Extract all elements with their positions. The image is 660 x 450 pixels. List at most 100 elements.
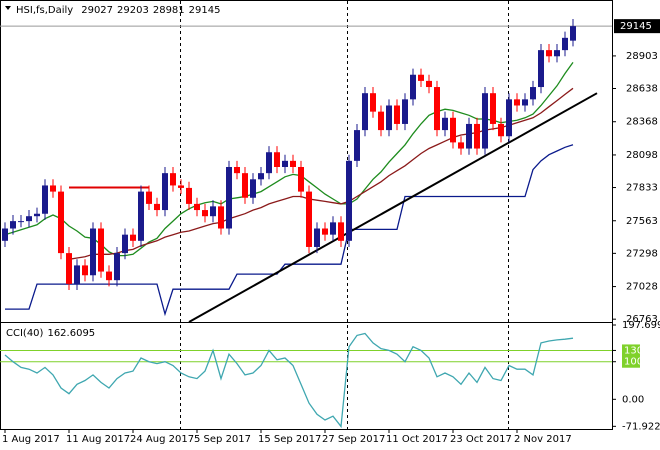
candle-body bbox=[162, 173, 168, 211]
candle-body bbox=[394, 105, 400, 124]
candle-body bbox=[122, 234, 128, 254]
x-tick-label: 15 Sep 2017 bbox=[258, 434, 321, 445]
cci-header: CCI(40) 162.6095 bbox=[6, 328, 95, 339]
cci-line bbox=[4, 332, 574, 429]
x-tick-label: 11 Oct 2017 bbox=[386, 434, 448, 445]
y-tick-label: 26763 bbox=[626, 314, 658, 325]
candle-body bbox=[458, 142, 464, 149]
candle-body bbox=[554, 50, 560, 57]
candle-body bbox=[346, 160, 352, 241]
candle-body bbox=[242, 173, 248, 198]
candle-body bbox=[522, 99, 528, 106]
candle-body bbox=[370, 93, 376, 112]
candle-body bbox=[330, 222, 336, 235]
candle-body bbox=[98, 228, 104, 272]
x-tick-label: 27 Sep 2017 bbox=[322, 434, 385, 445]
indicator-line bbox=[5, 144, 574, 317]
candle-body bbox=[50, 185, 56, 192]
y-tick-label: 28638 bbox=[626, 84, 658, 95]
candle-body bbox=[114, 253, 120, 281]
candle-body bbox=[74, 265, 80, 284]
symbol: HSI,fs,Daily bbox=[16, 5, 73, 16]
x-tick-label: 24 Aug 2017 bbox=[130, 434, 194, 445]
y-tick-label: 27833 bbox=[626, 183, 658, 194]
candle-body bbox=[570, 26, 576, 41]
candle-body bbox=[58, 191, 64, 254]
candle-body bbox=[466, 123, 472, 149]
candle-body bbox=[66, 253, 72, 284]
chart-header: HSI,fs,Daily 29027 29203 28981 29145 bbox=[16, 5, 220, 16]
x-tick-label: 11 Aug 2017 bbox=[66, 434, 130, 445]
candle-body bbox=[90, 228, 96, 276]
candle-body bbox=[250, 179, 256, 198]
candle-body bbox=[266, 152, 272, 174]
menu-arrow[interactable] bbox=[5, 6, 11, 10]
candle-body bbox=[490, 93, 496, 124]
candle-body bbox=[474, 123, 480, 149]
x-tick-label: 2 Nov 2017 bbox=[514, 434, 572, 445]
y-tick-label: 100 bbox=[624, 357, 643, 368]
candle-body bbox=[298, 166, 304, 192]
candle-body bbox=[514, 99, 520, 106]
y-tick-label: 27298 bbox=[626, 248, 658, 259]
candle-body bbox=[530, 87, 536, 100]
candle-body bbox=[562, 37, 568, 51]
candle-body bbox=[138, 191, 144, 241]
y-tick-label: 27028 bbox=[626, 282, 658, 293]
y-tick-label: 28368 bbox=[626, 117, 658, 128]
low: 28981 bbox=[153, 5, 185, 16]
last-price-label: 29145 bbox=[620, 21, 652, 32]
high: 29203 bbox=[117, 5, 149, 16]
candle-body bbox=[546, 50, 552, 57]
cci-title: CCI(40) bbox=[6, 328, 44, 339]
candle-body bbox=[434, 87, 440, 131]
candle-body bbox=[194, 203, 200, 211]
x-tick-label: 23 Oct 2017 bbox=[450, 434, 512, 445]
candle-body bbox=[202, 210, 208, 217]
candle-body bbox=[506, 99, 512, 137]
candle-body bbox=[498, 123, 504, 137]
candle-body bbox=[130, 234, 136, 241]
candle-body bbox=[2, 228, 8, 241]
last-price-box bbox=[614, 19, 660, 34]
candle-body bbox=[338, 222, 344, 241]
candle-body bbox=[322, 228, 328, 235]
candle-body bbox=[306, 191, 312, 247]
x-tick-label: 5 Sep 2017 bbox=[194, 434, 251, 445]
candle-body bbox=[290, 160, 296, 167]
candle-body bbox=[42, 185, 48, 214]
candle-body bbox=[146, 191, 152, 204]
candle-body bbox=[18, 221, 24, 223]
candle-body bbox=[226, 166, 232, 229]
indicator-line bbox=[68, 87, 574, 260]
candle-body bbox=[442, 117, 448, 131]
y-tick-label: 28098 bbox=[626, 150, 658, 161]
candle-body bbox=[538, 50, 544, 88]
cci-value: 162.6095 bbox=[47, 328, 95, 339]
candle-body bbox=[258, 173, 264, 180]
candle-body bbox=[354, 130, 360, 161]
candle-body bbox=[234, 166, 240, 174]
close: 29145 bbox=[189, 5, 221, 16]
candle-body bbox=[178, 185, 184, 188]
trendline bbox=[188, 92, 598, 323]
candle-body bbox=[378, 111, 384, 131]
candle-body bbox=[274, 152, 280, 167]
candle-body bbox=[154, 203, 160, 211]
candle-body bbox=[362, 93, 368, 131]
candle-body bbox=[410, 74, 416, 100]
y-tick-label: 130 bbox=[624, 345, 643, 356]
candle-body bbox=[482, 93, 488, 149]
candle-body bbox=[218, 206, 224, 229]
y-tick-label: 28903 bbox=[626, 51, 658, 62]
candle-body bbox=[210, 206, 216, 217]
candle-body bbox=[82, 265, 88, 276]
x-tick-label: 1 Aug 2017 bbox=[2, 434, 60, 445]
candle-body bbox=[314, 228, 320, 247]
candle-body bbox=[426, 80, 432, 88]
y-tick-label: 0.00 bbox=[622, 394, 644, 405]
candle-body bbox=[418, 74, 424, 81]
candle-body bbox=[26, 216, 32, 222]
candle-body bbox=[34, 213, 40, 217]
